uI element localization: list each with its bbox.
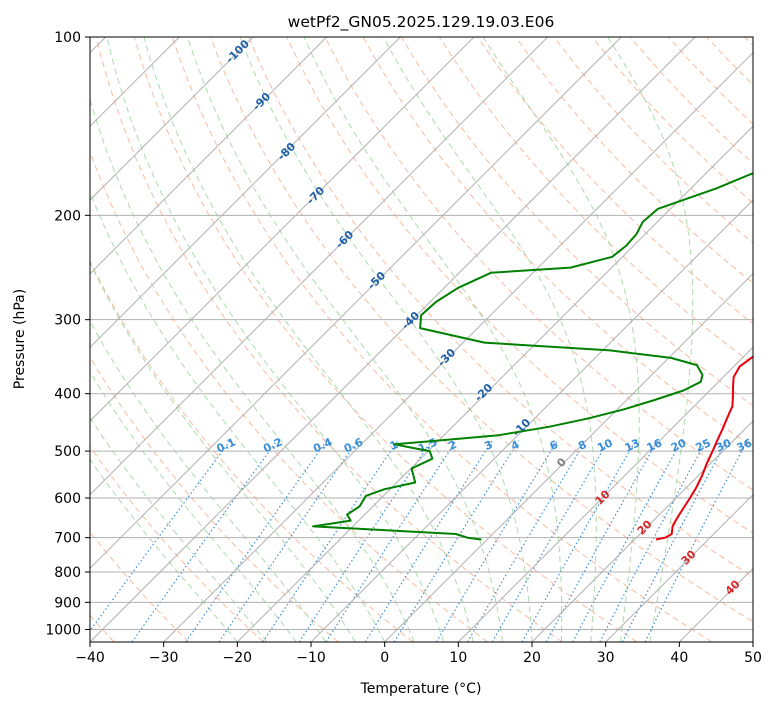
x-tick-label: 10 xyxy=(449,650,467,666)
dry-adiabat xyxy=(95,37,563,642)
dry-adiabat xyxy=(286,37,753,534)
isotherm-line xyxy=(384,272,753,642)
x-tick-label: 30 xyxy=(597,650,615,666)
dry-adiabat xyxy=(133,37,638,642)
y-tick-label: 700 xyxy=(54,531,81,547)
dry-adiabat xyxy=(90,356,339,642)
axes: −40 −30 −20 −10 0 10 20 30 40 50 100 200 300 400 500 60… xyxy=(45,30,762,666)
y-tick-label: 200 xyxy=(54,208,81,224)
temperature-profile-line xyxy=(655,355,753,541)
moist-adiabat xyxy=(382,37,597,642)
isotherm-line xyxy=(457,346,753,642)
moist-adiabat xyxy=(106,37,445,642)
x-tick-label: 0 xyxy=(380,650,389,666)
isotherm-line xyxy=(90,37,622,570)
mixing-ratio-line xyxy=(325,440,457,642)
mixing-ratio-line xyxy=(521,440,637,642)
moist-adiabat xyxy=(187,37,503,642)
mixing-ratio-label: 10 xyxy=(595,436,615,454)
isotherm-line xyxy=(90,37,328,275)
isotherm-line xyxy=(90,37,696,642)
dry-adiabat xyxy=(248,37,753,578)
moist-adiabat xyxy=(90,320,327,642)
y-tick-label: 500 xyxy=(54,444,81,460)
x-axis-label: Temperature (°C) xyxy=(360,681,482,697)
mixing-ratio-label: 20 xyxy=(669,436,689,454)
y-tick-label: 600 xyxy=(54,491,81,507)
dewpoint-profile-line xyxy=(312,172,753,541)
isotherm-line xyxy=(90,37,549,496)
isotherm-line xyxy=(90,37,475,422)
y-tick-label: 900 xyxy=(54,595,81,611)
moist-adiabat xyxy=(143,37,474,642)
moist-adiabat xyxy=(303,37,563,642)
mixing-ratio-line xyxy=(90,440,231,632)
x-tick-label: 50 xyxy=(744,650,762,666)
dry-adiabat xyxy=(90,445,264,642)
mixing-ratio-line xyxy=(466,440,587,642)
mixing-ratio-line xyxy=(262,440,399,642)
moist-adiabat xyxy=(90,370,297,642)
moist-adiabat xyxy=(482,37,640,642)
profile-series xyxy=(312,172,753,541)
moist-adiabat xyxy=(90,458,238,642)
y-tick-label: 1000 xyxy=(45,622,81,638)
y-axis-label: Pressure (hPa) xyxy=(12,289,28,389)
plot-frame xyxy=(89,36,754,643)
dry-adiabat xyxy=(324,37,753,491)
moist-adiabat xyxy=(239,37,533,642)
y-tick-label: 300 xyxy=(54,313,81,329)
dry-adiabat xyxy=(210,37,753,623)
mixing-ratio-line xyxy=(364,440,493,642)
mixing-ratio-label: 30 xyxy=(714,436,734,454)
mixing-ratio-label: 13 xyxy=(623,436,642,454)
mixing-ratio-line xyxy=(435,440,558,642)
isotherm-line xyxy=(531,420,753,642)
mixing-ratio-line xyxy=(185,440,328,642)
y-tick-label: 400 xyxy=(54,387,81,403)
moist-adiabat xyxy=(607,37,694,642)
dry-adiabat xyxy=(90,259,414,642)
background-lines xyxy=(90,37,753,642)
moist-adiabat xyxy=(90,416,268,642)
mixing-ratio-line xyxy=(131,440,278,642)
isotherm-line xyxy=(605,493,753,642)
x-tick-label: 40 xyxy=(670,650,688,666)
x-tick-label: −20 xyxy=(223,650,253,666)
isotherm-line xyxy=(90,37,254,201)
mixing-ratio-line xyxy=(491,440,609,642)
isotherm-line xyxy=(310,199,753,642)
isotherm-line xyxy=(236,125,753,642)
dry-adiabat xyxy=(515,37,753,284)
mixing-ratio-line xyxy=(644,440,748,642)
mixing-ratio-label: 16 xyxy=(645,436,665,454)
mixing-ratio-line xyxy=(545,440,659,642)
x-tick-label: −10 xyxy=(296,650,326,666)
moist-adiabat xyxy=(90,190,386,642)
y-tick-label: 800 xyxy=(54,565,81,581)
y-tick-label: 100 xyxy=(54,30,81,46)
x-tick-label: −40 xyxy=(75,650,105,666)
isotherm-line xyxy=(90,37,401,349)
x-tick-label: −30 xyxy=(149,650,179,666)
mixing-ratio-label: 25 xyxy=(693,436,712,454)
mixing-ratio-line xyxy=(298,440,432,642)
moist-adiabat xyxy=(90,261,356,642)
mixing-ratio-line xyxy=(572,440,683,642)
dry-adiabat xyxy=(171,37,712,642)
x-tick-label: 20 xyxy=(523,650,541,666)
mixing-ratio-label: 36 xyxy=(735,436,755,454)
chart-title: wetPf2_GN05.2025.129.19.03.E06 xyxy=(288,13,555,32)
